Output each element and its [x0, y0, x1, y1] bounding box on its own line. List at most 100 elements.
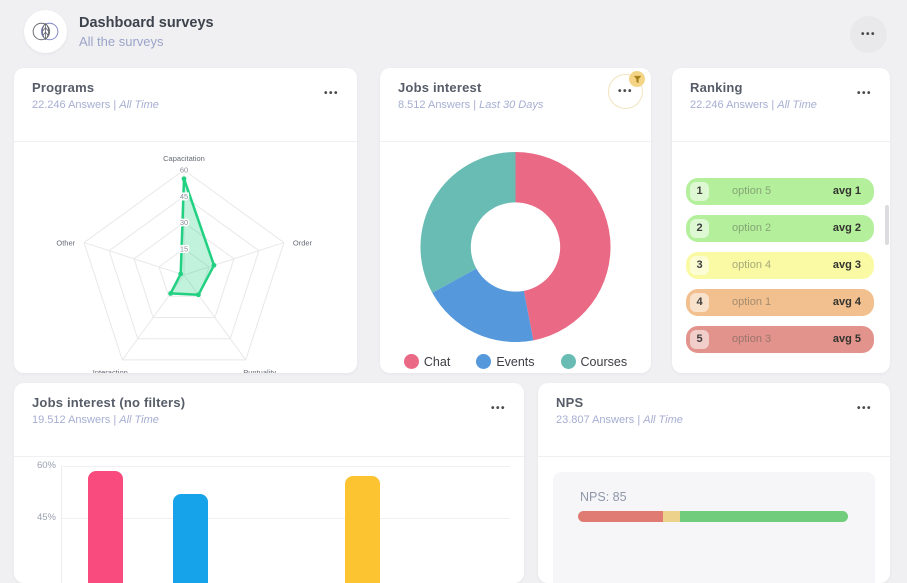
- card-jobs-interest: Jobs interest 8.512 Answers | Last 30 Da…: [380, 68, 651, 373]
- period-label: All Time: [777, 99, 817, 111]
- nps-segment-3: [680, 511, 848, 522]
- ranking-list: 1 option 5 avg 1 2 option 2 avg 2 3 option 4 avg…: [672, 142, 890, 373]
- card-subtitle: 23.807 Answers | All Time: [556, 414, 683, 426]
- svg-text:30: 30: [180, 218, 188, 227]
- card-ranking: Ranking 22.246 Answers | All Time ••• 1 o…: [672, 68, 890, 373]
- rank-number-badge: 3: [690, 256, 709, 275]
- donut-segment-courses[interactable]: [420, 152, 516, 293]
- nps-panel: NPS: 85: [553, 472, 875, 583]
- nps-score-label: NPS: 85: [580, 490, 627, 504]
- ellipsis-icon: •••: [617, 85, 633, 97]
- radar-axis-label: Interaction: [93, 368, 128, 373]
- donut-segment-chat[interactable]: [515, 152, 611, 341]
- legend-label: Courses: [580, 354, 628, 369]
- card-title: NPS: [556, 395, 584, 410]
- radar-axis-label: Puntuality: [243, 368, 276, 373]
- rank-option-label: option 2: [732, 222, 772, 234]
- page-subtitle: All the surveys: [79, 34, 164, 49]
- period-label: Last 30 Days: [479, 99, 544, 111]
- rank-number-badge: 4: [690, 293, 709, 312]
- card-title: Ranking: [690, 80, 743, 95]
- bar-1[interactable]: [87, 471, 123, 583]
- ellipsis-icon: •••: [856, 403, 872, 414]
- filter-funnel-icon: [633, 75, 641, 83]
- card-programs: Programs 22.246 Answers | All Time ••• 6…: [14, 68, 357, 373]
- card-header: Ranking 22.246 Answers | All Time •••: [672, 68, 890, 142]
- ranking-row: 4 option 1 avg 4: [686, 289, 874, 316]
- period-label: All Time: [119, 414, 159, 426]
- answers-count: 19.512 Answers |: [32, 414, 117, 426]
- svg-text:60: 60: [180, 166, 188, 175]
- rank-option-label: option 1: [732, 296, 772, 308]
- y-axis-line: [61, 466, 62, 583]
- donut-segment-events[interactable]: [432, 268, 534, 343]
- y-axis-tick-label: 60%: [36, 460, 56, 471]
- rank-number-badge: 2: [690, 219, 709, 238]
- legend-swatch: [476, 354, 492, 369]
- bar-2[interactable]: [172, 494, 208, 583]
- y-axis-tick-label: 45%: [36, 512, 56, 523]
- card-subtitle: 8.512 Answers | Last 30 Days: [398, 99, 543, 111]
- ellipsis-icon: •••: [856, 88, 872, 99]
- bar-3[interactable]: [345, 476, 381, 583]
- answers-count: 23.807 Answers |: [556, 414, 641, 426]
- card-menu-button[interactable]: •••: [857, 80, 872, 103]
- donut-svg: [420, 152, 611, 343]
- ranking-row: 2 option 2 avg 2: [686, 215, 874, 242]
- rank-avg-label: avg 5: [832, 333, 861, 345]
- radar-axis-label: Capacitation: [163, 154, 205, 163]
- radar-chart: 60 45 30 15 Capacitation Order Puntuality Inter…: [14, 142, 357, 373]
- page-title: Dashboard surveys: [79, 15, 214, 31]
- card-title: Jobs interest (no filters): [32, 395, 186, 410]
- card-subtitle: 22.246 Answers | All Time: [690, 99, 817, 111]
- card-header: Jobs interest 8.512 Answers | Last 30 Da…: [380, 68, 651, 142]
- rank-number-badge: 5: [690, 330, 709, 349]
- card-header: NPS 23.807 Answers | All Time •••: [538, 383, 890, 457]
- ranking-row: 5 option 3 avg 5: [686, 326, 874, 353]
- card-jobs-interest-no-filters: Jobs interest (no filters) 19.512 Answer…: [14, 383, 524, 583]
- nps-widget: NPS: 85: [538, 457, 890, 583]
- legend-label: Events: [496, 354, 535, 369]
- legend-label: Chat: [423, 354, 451, 369]
- card-subtitle: 22.246 Answers | All Time: [32, 99, 159, 111]
- rank-avg-label: avg 4: [832, 296, 861, 308]
- gridline: [61, 518, 510, 519]
- rank-option-label: option 5: [732, 185, 772, 197]
- svg-text:45: 45: [180, 192, 188, 201]
- card-subtitle: 19.512 Answers | All Time: [32, 414, 185, 426]
- nps-segment-2: [663, 511, 681, 522]
- rank-option-label: option 3: [732, 333, 772, 345]
- rank-avg-label: avg 1: [832, 185, 861, 197]
- nps-gauge-bar: [578, 511, 848, 522]
- chart-legend: Chat Events Courses: [380, 354, 651, 369]
- card-menu-filter-button[interactable]: •••: [608, 71, 645, 109]
- period-label: All Time: [119, 99, 159, 111]
- card-title: Programs: [32, 80, 95, 95]
- card-menu-button[interactable]: •••: [324, 80, 339, 103]
- answers-count: 8.512 Answers |: [398, 99, 477, 111]
- legend-swatch: [403, 354, 419, 369]
- legend-item-chat: Chat: [403, 354, 451, 369]
- nps-segment-1: [578, 511, 664, 522]
- card-menu-button[interactable]: •••: [857, 395, 872, 418]
- ellipsis-icon: •••: [323, 88, 339, 99]
- donut-chart: Chat Events Courses: [380, 142, 651, 373]
- rank-option-label: option 4: [732, 259, 772, 271]
- rank-avg-label: avg 2: [832, 222, 861, 234]
- card-menu-button[interactable]: •••: [491, 395, 506, 418]
- ellipsis-icon: •••: [490, 403, 506, 414]
- bar-chart: 60% 45%: [14, 457, 524, 583]
- legend-swatch: [560, 354, 576, 369]
- answers-count: 22.246 Answers |: [32, 99, 117, 111]
- ranking-row: 3 option 4 avg 3: [686, 252, 874, 279]
- venn-leaf-logo-icon: [32, 22, 59, 41]
- legend-item-courses: Courses: [560, 354, 628, 369]
- period-label: All Time: [643, 414, 683, 426]
- header-menu-button[interactable]: •••: [850, 16, 887, 53]
- radar-svg: 60 45 30 15 Capacitation Order Puntuality Inter…: [56, 154, 312, 373]
- scrollbar-thumb[interactable]: [885, 205, 889, 245]
- app-logo: [24, 10, 67, 53]
- legend-item-events: Events: [476, 354, 535, 369]
- rank-avg-label: avg 3: [832, 259, 861, 271]
- answers-count: 22.246 Answers |: [690, 99, 775, 111]
